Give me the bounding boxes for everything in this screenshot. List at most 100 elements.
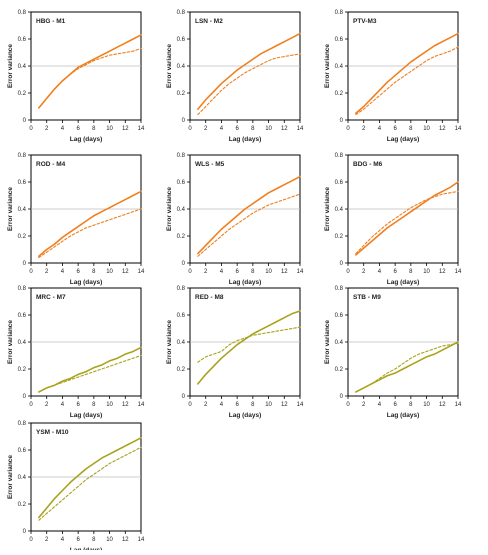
x-tick-label: 10 [106, 269, 113, 275]
y-tick-label: 0.2 [18, 367, 27, 373]
x-tick-label: 2 [204, 402, 208, 408]
y-axis-label: Error variance [7, 44, 14, 88]
y-tick-label: 0.8 [18, 421, 27, 427]
y-axis-label: Error variance [166, 320, 173, 364]
x-tick-label: 6 [76, 269, 80, 275]
panel-title: YSM - M10 [36, 429, 69, 436]
y-tick-label: 0.6 [18, 313, 27, 319]
x-tick-label: 12 [281, 126, 288, 132]
y-tick-label: 0.8 [335, 10, 344, 16]
x-tick-label: 2 [204, 126, 208, 132]
y-tick-label: 0.8 [177, 286, 186, 292]
x-tick-label: 8 [92, 537, 96, 543]
y-tick-label: 0.6 [18, 448, 27, 454]
x-axis-label: Lag (days) [387, 279, 420, 286]
series-line-solid [355, 181, 459, 256]
x-tick-label: 10 [423, 402, 430, 408]
y-tick-label: 0.4 [177, 207, 186, 213]
x-tick-label: 10 [106, 402, 113, 408]
x-tick-label: 2 [362, 402, 366, 408]
panel-title: HBG - M1 [36, 18, 66, 25]
x-tick-label: 12 [439, 269, 446, 275]
x-tick-label: 6 [76, 537, 80, 543]
y-axis-label: Error variance [166, 44, 173, 88]
x-tick-label: 2 [45, 269, 49, 275]
x-tick-label: 8 [409, 126, 413, 132]
panel-title: ROD - M4 [36, 161, 66, 168]
panel-title: PTV-M3 [353, 18, 377, 25]
x-tick-label: 14 [455, 402, 462, 408]
x-tick-label: 14 [297, 126, 304, 132]
y-tick-label: 0.4 [335, 340, 344, 346]
series-line-solid [355, 32, 459, 115]
x-tick-label: 4 [378, 402, 382, 408]
x-tick-label: 4 [61, 402, 65, 408]
x-tick-label: 8 [251, 126, 255, 132]
y-tick-label: 0.4 [18, 64, 27, 70]
y-tick-label: 0.4 [177, 64, 186, 70]
x-tick-label: 10 [106, 126, 113, 132]
y-tick-label: 0.8 [18, 10, 27, 16]
x-tick-label: 0 [188, 269, 192, 275]
y-tick-label: 0.8 [18, 286, 27, 292]
y-tick-label: 0 [340, 394, 344, 400]
series-line-dashed [197, 193, 301, 257]
x-tick-label: 12 [281, 269, 288, 275]
y-tick-label: 0.6 [177, 180, 186, 186]
series-line-dashed [355, 190, 459, 255]
x-tick-label: 0 [346, 126, 350, 132]
x-tick-label: 2 [45, 126, 49, 132]
x-tick-label: 4 [220, 126, 224, 132]
series-line-solid [38, 346, 142, 393]
y-tick-label: 0 [182, 118, 186, 124]
x-tick-label: 2 [362, 269, 366, 275]
y-tick-label: 0.8 [335, 286, 344, 292]
x-tick-label: 14 [138, 402, 145, 408]
x-tick-label: 6 [235, 402, 239, 408]
y-tick-label: 0.2 [177, 91, 186, 97]
x-tick-label: 10 [106, 537, 113, 543]
x-tick-label: 8 [409, 269, 413, 275]
x-tick-label: 14 [297, 402, 304, 408]
y-axis-label: Error variance [324, 44, 331, 88]
y-axis-label: Error variance [7, 320, 14, 364]
y-tick-label: 0.8 [177, 153, 186, 159]
y-tick-label: 0 [340, 261, 344, 267]
x-tick-label: 12 [122, 269, 129, 275]
y-tick-label: 0 [23, 394, 27, 400]
y-tick-label: 0 [23, 529, 27, 535]
x-tick-label: 10 [423, 126, 430, 132]
x-tick-label: 4 [220, 402, 224, 408]
y-tick-label: 0.6 [18, 37, 27, 43]
x-tick-label: 8 [251, 402, 255, 408]
y-tick-label: 0 [23, 261, 27, 267]
y-tick-label: 0.6 [18, 180, 27, 186]
series-line-dashed [38, 208, 142, 259]
panel-title: STB - M9 [353, 294, 381, 301]
x-tick-label: 8 [92, 126, 96, 132]
series-line-solid [38, 34, 142, 109]
series-line-dashed [355, 46, 459, 116]
y-tick-label: 0.2 [177, 234, 186, 240]
x-axis-label: Lag (days) [70, 279, 103, 286]
panel-title: RED - M8 [195, 294, 224, 301]
x-tick-label: 6 [393, 269, 397, 275]
x-tick-label: 0 [29, 126, 33, 132]
series-line-solid [197, 32, 301, 110]
y-tick-label: 0.6 [177, 313, 186, 319]
y-tick-label: 0.8 [335, 153, 344, 159]
x-axis-label: Lag (days) [229, 412, 262, 419]
x-axis-label: Lag (days) [70, 136, 103, 143]
x-tick-label: 6 [393, 402, 397, 408]
x-tick-label: 4 [220, 269, 224, 275]
x-tick-label: 12 [122, 126, 129, 132]
x-tick-label: 4 [61, 537, 65, 543]
y-tick-label: 0.2 [18, 502, 27, 508]
x-tick-label: 10 [265, 126, 272, 132]
series-line-dashed [38, 446, 142, 521]
y-tick-label: 0 [340, 118, 344, 124]
x-tick-label: 12 [122, 537, 129, 543]
x-tick-label: 12 [439, 402, 446, 408]
